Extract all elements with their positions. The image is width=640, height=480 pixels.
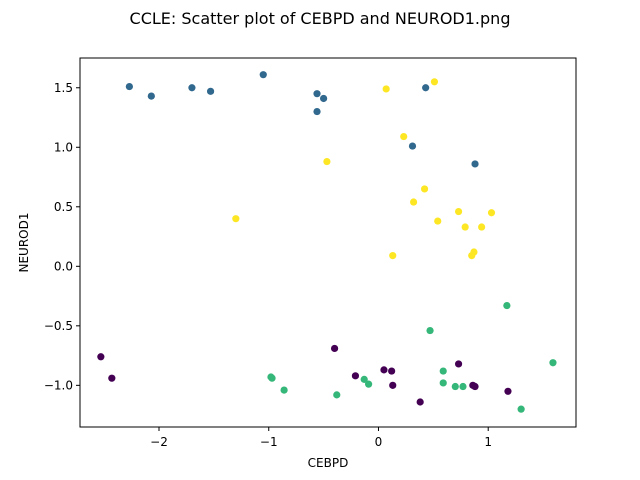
data-point bbox=[388, 367, 396, 375]
data-point bbox=[97, 353, 105, 361]
x-tick-label: 1 bbox=[484, 435, 492, 449]
data-point bbox=[471, 160, 479, 168]
data-point bbox=[389, 381, 397, 389]
y-tick-label: 1.5 bbox=[54, 81, 73, 95]
plot-area bbox=[97, 71, 557, 413]
plot-frame bbox=[79, 57, 577, 428]
data-point bbox=[439, 379, 447, 387]
data-point bbox=[422, 84, 430, 92]
data-point bbox=[471, 382, 479, 391]
chart-title: CCLE: Scatter plot of CEBPD and NEUROD1.… bbox=[130, 9, 511, 28]
y-axis: −1.0 −0.5 0.0 0.5 1.0 1.5 bbox=[44, 81, 80, 392]
x-axis-label: CEBPD bbox=[308, 456, 349, 470]
data-point bbox=[313, 90, 321, 98]
data-point bbox=[108, 374, 116, 382]
data-point bbox=[459, 382, 467, 391]
data-point bbox=[330, 344, 339, 353]
data-point bbox=[380, 366, 388, 374]
data-point bbox=[416, 398, 424, 406]
data-point bbox=[382, 85, 390, 93]
x-axis: −2 −1 0 1 bbox=[150, 427, 492, 449]
y-tick-label: 1.0 bbox=[54, 140, 73, 154]
data-point bbox=[400, 132, 408, 141]
data-point bbox=[313, 107, 321, 116]
data-point bbox=[323, 157, 331, 166]
data-point bbox=[468, 251, 476, 260]
data-point bbox=[503, 301, 511, 310]
data-point bbox=[487, 209, 496, 217]
data-point bbox=[259, 71, 267, 79]
data-point bbox=[206, 87, 215, 95]
data-point bbox=[268, 374, 276, 382]
y-tick-label: 0.5 bbox=[54, 200, 73, 214]
data-point bbox=[389, 251, 397, 260]
data-point bbox=[454, 360, 463, 368]
data-point bbox=[333, 391, 341, 399]
data-point bbox=[451, 382, 459, 391]
y-axis-label: NEUROD1 bbox=[17, 213, 31, 273]
data-point bbox=[409, 198, 418, 206]
data-point bbox=[549, 359, 557, 367]
data-point bbox=[360, 375, 368, 383]
y-tick-label: 0.0 bbox=[54, 259, 73, 273]
data-point bbox=[439, 367, 447, 375]
data-point bbox=[147, 92, 155, 100]
data-point bbox=[430, 78, 439, 86]
x-tick-label: 0 bbox=[375, 435, 383, 449]
y-tick-label: −1.0 bbox=[44, 378, 73, 392]
data-point bbox=[478, 223, 486, 231]
data-point bbox=[351, 372, 360, 380]
x-tick-label: −1 bbox=[260, 435, 278, 449]
data-point bbox=[504, 387, 512, 395]
y-tick-label: −0.5 bbox=[44, 319, 73, 333]
data-point bbox=[232, 215, 240, 223]
data-point bbox=[517, 405, 525, 413]
data-point bbox=[454, 207, 463, 216]
data-point bbox=[365, 380, 373, 388]
data-point bbox=[125, 82, 133, 91]
data-point bbox=[461, 223, 469, 231]
data-point bbox=[188, 84, 196, 92]
data-point bbox=[434, 217, 442, 225]
data-point bbox=[408, 142, 417, 150]
data-point bbox=[426, 326, 434, 335]
data-point bbox=[280, 386, 288, 394]
data-point bbox=[420, 185, 429, 193]
x-tick-label: −2 bbox=[150, 435, 168, 449]
data-point bbox=[320, 94, 328, 103]
